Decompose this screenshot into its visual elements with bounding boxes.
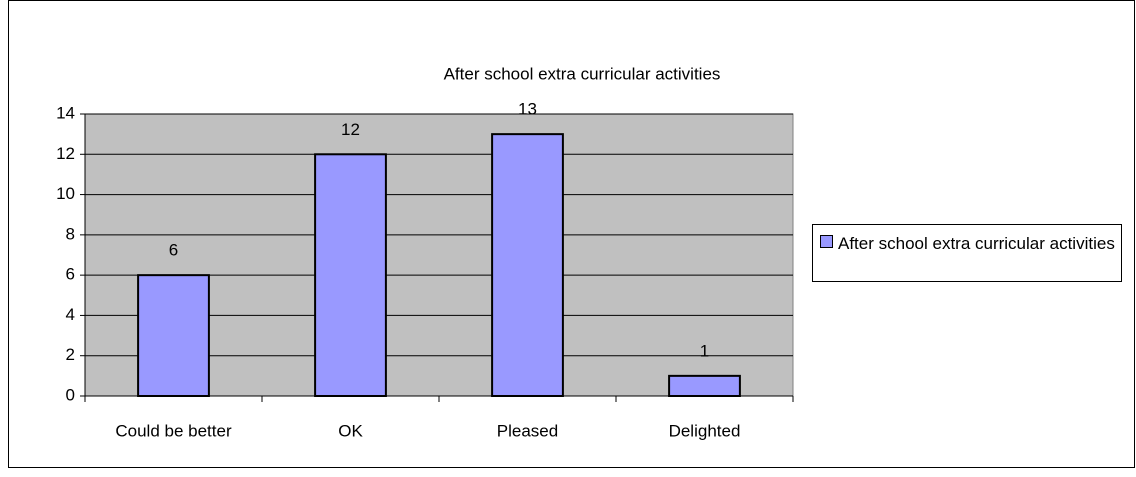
data-label: 1	[700, 341, 709, 360]
y-tick-label: 6	[66, 265, 75, 284]
y-tick-label: 14	[56, 103, 75, 122]
data-label: 13	[518, 100, 537, 119]
y-tick-label: 8	[66, 224, 75, 243]
data-label: 6	[169, 241, 178, 260]
y-tick-label: 0	[66, 385, 75, 404]
x-tick-label: Delighted	[669, 421, 741, 440]
x-tick-label: Pleased	[497, 421, 558, 440]
chart-title: After school extra curricular activities	[444, 64, 721, 83]
y-tick-label: 2	[66, 345, 75, 364]
x-tick-label: OK	[338, 421, 363, 440]
legend-swatch	[820, 235, 833, 248]
y-tick-label: 10	[56, 184, 75, 203]
x-tick-label: Could be better	[115, 421, 232, 440]
data-label: 12	[341, 120, 360, 139]
legend: After school extra curricular activities	[812, 224, 1122, 282]
y-tick-label: 4	[66, 305, 75, 324]
y-tick-label: 12	[56, 144, 75, 163]
bar	[491, 133, 564, 397]
legend-label: After school extra curricular activities	[838, 234, 1115, 253]
bar	[137, 274, 210, 397]
bar	[314, 153, 387, 397]
bar	[668, 374, 741, 398]
